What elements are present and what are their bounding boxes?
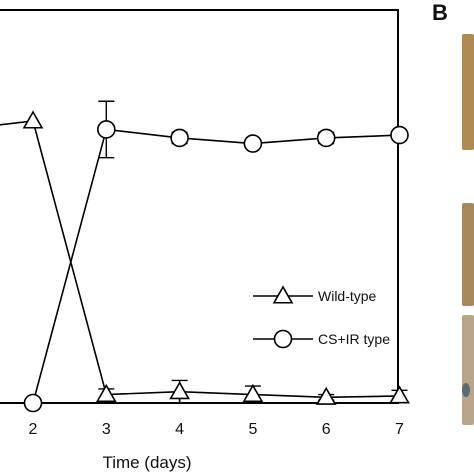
x-tick-label-5: 5	[248, 421, 257, 438]
data-point-cs-ir-type-day-6	[316, 128, 336, 148]
photo-panel-bottom	[462, 315, 474, 425]
series-line-cs-ir-type	[0, 128, 400, 404]
data-point-wild-type-day-3	[95, 383, 117, 403]
x-tick-label-3: 3	[102, 421, 111, 438]
data-point-wild-type-day-4	[169, 381, 190, 400]
data-point-wild-type-day-2	[22, 110, 44, 129]
photo-panel-middle	[462, 203, 474, 306]
legend-label-wild-type: Wild-type	[318, 288, 377, 304]
data-point-wild-type-day-5	[242, 383, 264, 403]
plot-frame	[0, 9, 399, 404]
data-point-wild-type-day-7	[389, 385, 410, 404]
x-tick-label-2: 2	[29, 421, 38, 438]
data-point-wild-type-day-6	[315, 386, 337, 405]
legend-marker-wild-type	[272, 285, 294, 304]
x-axis-label: Time (days)	[102, 453, 191, 472]
data-point-cs-ir-type-day-4	[170, 128, 189, 148]
panel-label-b: B	[432, 0, 448, 25]
x-tick-label-7: 7	[395, 421, 404, 438]
data-point-cs-ir-type-day-3	[97, 120, 116, 139]
photo-panel-top	[462, 34, 474, 150]
legend-label-cs-ir-type: CS+IR type	[318, 331, 390, 347]
x-tick-label-6: 6	[322, 421, 331, 438]
x-tick-label-4: 4	[175, 421, 184, 438]
data-point-cs-ir-type-day-2	[23, 393, 43, 413]
series-line-wild-type	[0, 120, 400, 399]
legend-marker-cs-ir-type	[273, 329, 293, 349]
data-point-cs-ir-type-day-7	[390, 125, 409, 145]
data-point-cs-ir-type-day-5	[243, 134, 263, 153]
